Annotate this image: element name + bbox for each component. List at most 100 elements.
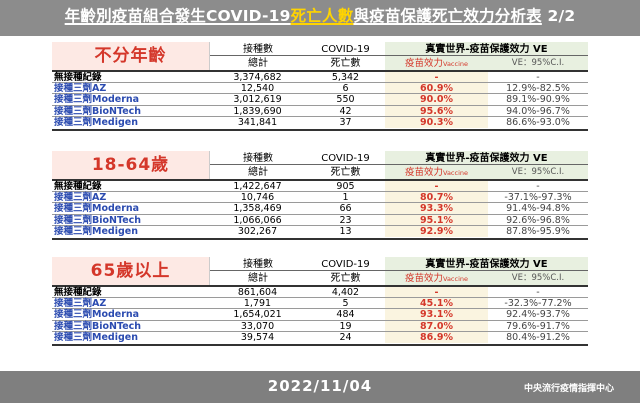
footer-bar: 2022/11/04 中央流行疫情指揮中心 [0, 371, 640, 403]
row-death-count: 42 [339, 105, 352, 117]
row-vaccine-name: 無接種紀錄 [54, 287, 102, 298]
row-death-count: 37 [339, 117, 352, 128]
row-vaccine-effectiveness: 95.1% [385, 214, 488, 226]
row-death-count: 550 [336, 94, 355, 105]
row-vaccination-count: 39,574 [240, 332, 275, 343]
title-bar: 年齡別疫苗組合發生COVID-19死亡人數與疫苗保護死亡效力分析表 2/2 [0, 0, 640, 36]
age-group-label: 18-64歲 [52, 151, 209, 179]
row-vaccination-count: 10,746 [240, 191, 275, 203]
death-header-line2: 死亡數 [330, 273, 361, 284]
count-header-line1: 接種數 [210, 258, 306, 271]
table-row: 接種三劑Medigen 302,267 13 92.9% 87.8%-95.9% [52, 225, 588, 237]
row-vaccination-count: 1,654,021 [233, 309, 282, 320]
row-vaccine-effectiveness: 87.0% [385, 320, 488, 332]
row-vaccine-name: 無接種紀錄 [54, 181, 102, 192]
table-row: 接種三劑Medigen 341,841 37 90.3% 86.6%-93.0% [52, 116, 588, 128]
ve-label-main: 疫苗效力 [404, 58, 443, 69]
row-vaccination-count: 1,791 [243, 297, 272, 309]
row-death-count: 484 [336, 309, 355, 320]
row-death-count: 23 [339, 214, 352, 226]
death-header-line2: 死亡數 [330, 58, 361, 69]
age-group-label: 不分年齡 [52, 42, 209, 70]
table-row: 接種三劑BioNTech 1,839,690 42 95.6% 94.0%-96.7% [52, 104, 588, 117]
table-row: 接種三劑AZ 10,746 1 80.7% -37.1%-97.3% [52, 190, 588, 203]
row-vaccine-name: 接種三劑Medigen [54, 226, 138, 237]
row-vaccine-effectiveness: 95.6% [385, 105, 488, 117]
row-confidence-interval: 91.4%-94.8% [506, 203, 570, 214]
row-death-count: 6 [342, 82, 349, 94]
row-vaccination-count: 33,070 [240, 320, 275, 332]
row-confidence-interval: - [536, 181, 540, 192]
row-confidence-interval: - [536, 287, 540, 298]
row-vaccine-name: 接種三劑Moderna [54, 309, 140, 320]
ve-label-main: 疫苗效力 [404, 273, 443, 284]
footer-organization: 中央流行疫情指揮中心 [523, 384, 614, 394]
count-header-line1: 接種數 [210, 43, 306, 56]
row-vaccination-count: 302,267 [237, 226, 278, 237]
ve-header-title: 真實世界-疫苗保護效力 VE [385, 152, 588, 165]
row-vaccine-effectiveness: 90.3% [385, 117, 488, 128]
row-vaccine-name: 接種三劑BioNTech [54, 105, 142, 117]
row-death-count: 13 [339, 226, 352, 237]
table-row: 接種三劑Moderna 1,654,021 484 93.1% 92.4%-93.7% [52, 308, 588, 320]
row-vaccination-count: 341,841 [237, 117, 278, 128]
row-vaccination-count: 1,839,690 [233, 105, 282, 117]
table-bottom-rule [52, 128, 588, 131]
age-group-label: 65歲以上 [52, 257, 209, 285]
row-confidence-interval: 12.9%-82.5% [506, 82, 570, 94]
table-row: 無接種紀錄 3,374,682 5,342 - - [52, 70, 588, 83]
ve-header-title: 真實世界-疫苗保護效力 VE [385, 258, 588, 271]
row-vaccine-name: 接種三劑BioNTech [54, 320, 142, 332]
table-row: 無接種紀錄 1,422,647 905 - - [52, 179, 588, 192]
row-vaccine-name: 接種三劑AZ [54, 191, 107, 203]
row-death-count: 4,402 [331, 287, 360, 298]
row-death-count: 5,342 [331, 72, 360, 83]
death-header-line1: COVID-19 [306, 258, 385, 271]
ve-subheader: 疫苗效力Vaccine EffectivenessVE：95%C.I. [385, 57, 588, 82]
row-vaccine-name: 接種三劑Moderna [54, 94, 140, 105]
table-row: 接種三劑Moderna 1,358,469 66 93.3% 91.4%-94.8% [52, 202, 588, 214]
row-confidence-interval: 94.0%-96.7% [506, 105, 570, 117]
row-vaccination-count: 1,066,066 [233, 214, 282, 226]
table-bottom-rule [52, 237, 588, 240]
column-header-count: 接種數 總計 [209, 151, 306, 179]
row-vaccine-name: 接種三劑Medigen [54, 117, 138, 128]
table-bottom-rule [52, 343, 588, 346]
row-vaccine-name: 無接種紀錄 [54, 72, 102, 83]
row-confidence-interval: 92.6%-96.8% [506, 214, 570, 226]
row-vaccine-name: 接種三劑BioNTech [54, 214, 142, 226]
row-vaccine-effectiveness: 86.9% [385, 332, 488, 343]
table-row: 接種三劑Medigen 39,574 24 86.9% 80.4%-91.2% [52, 331, 588, 343]
row-vaccine-effectiveness: 93.1% [385, 309, 488, 320]
table-row: 接種三劑BioNTech 1,066,066 23 95.1% 92.6%-96.8% [52, 213, 588, 226]
row-vaccine-name: 接種三劑AZ [54, 82, 107, 94]
row-vaccine-effectiveness: 60.9% [385, 82, 488, 94]
column-header-death: COVID-19 死亡數 [306, 257, 385, 285]
title-highlight: 死亡人數 [290, 7, 354, 25]
table-row: 接種三劑BioNTech 33,070 19 87.0% 79.6%-91.7% [52, 319, 588, 332]
row-vaccination-count: 3,374,682 [233, 72, 282, 83]
column-header-count: 接種數 總計 [209, 257, 306, 285]
row-vaccine-effectiveness: 90.0% [385, 94, 488, 105]
row-vaccine-effectiveness: - [385, 287, 488, 298]
count-header-line1: 接種數 [210, 152, 306, 165]
table-rows: 無接種紀錄 861,604 4,402 - - 接種三劑AZ 1,791 5 45.1% -32.… [52, 285, 588, 343]
ve-header-title: 真實世界-疫苗保護效力 VE [385, 43, 588, 56]
ve-subheader: 疫苗效力Vaccine EffectivenessVE：95%C.I. [385, 166, 588, 191]
death-header-line1: COVID-19 [306, 43, 385, 56]
column-header-count: 接種數 總計 [209, 42, 306, 70]
row-confidence-interval: - [536, 72, 540, 83]
row-vaccination-count: 1,422,647 [233, 181, 282, 192]
table-row: 無接種紀錄 861,604 4,402 - - [52, 285, 588, 298]
ci-label: VE：95%C.I. [511, 167, 565, 177]
row-vaccine-effectiveness: 92.9% [385, 226, 488, 237]
row-death-count: 19 [339, 320, 352, 332]
row-vaccine-effectiveness: - [385, 181, 488, 192]
page-title: 年齡別疫苗組合發生COVID-19死亡人數與疫苗保護死亡效力分析表 2/2 [0, 4, 640, 26]
table-row: 接種三劑Moderna 3,012,619 550 90.0% 89.1%-90.9% [52, 93, 588, 105]
ve-label-main: 疫苗效力 [404, 167, 443, 178]
table-rows: 無接種紀錄 3,374,682 5,342 - - 接種三劑AZ 12,540 6 60.9% 1… [52, 70, 588, 128]
row-death-count: 66 [339, 203, 352, 214]
